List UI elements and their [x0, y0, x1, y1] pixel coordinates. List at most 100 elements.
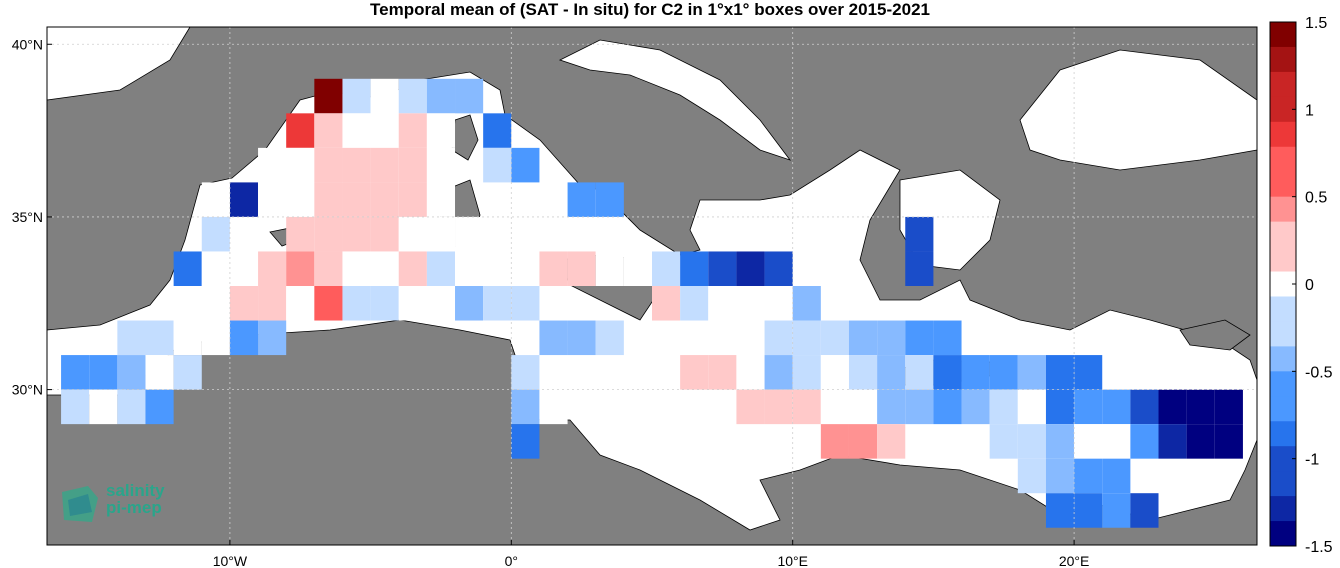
heatmap-cell: [933, 389, 962, 425]
cell-layer: [61, 78, 1243, 528]
heatmap-cell: [1074, 458, 1103, 494]
heatmap-cell: [145, 320, 174, 356]
heatmap-cell: [905, 389, 934, 425]
heatmap-cell: [229, 182, 259, 217]
heatmap-cell: [1017, 424, 1046, 459]
heatmap-cell: [229, 320, 259, 356]
colorbar-segment: [1270, 296, 1296, 322]
chart-title: Temporal mean of (SAT - In situ) for C2 …: [370, 0, 930, 19]
heatmap-cell: [398, 113, 427, 148]
heatmap-cell: [342, 251, 371, 286]
heatmap-cell: [89, 355, 118, 390]
heatmap-cell: [764, 389, 793, 425]
heatmap-cell: [173, 320, 202, 356]
heatmap-cell: [708, 251, 737, 286]
colorbar-tick-label: 0: [1305, 277, 1314, 294]
heatmap-cell: [877, 424, 906, 459]
heatmap-cell: [145, 355, 174, 390]
colorbar-segment: [1270, 196, 1296, 223]
heatmap-cell: [1045, 458, 1075, 494]
heatmap-cell: [1074, 493, 1103, 528]
heatmap-cell: [286, 216, 315, 252]
heatmap-cell: [511, 286, 540, 321]
heatmap-cell: [314, 147, 343, 183]
heatmap-cell: [539, 389, 568, 425]
heatmap-cell: [61, 389, 90, 425]
heatmap-cell: [286, 286, 315, 321]
heatmap-cell: [792, 286, 821, 321]
heatmap-cell: [511, 355, 540, 390]
colorbar-tick-label: -1: [1305, 452, 1319, 469]
heatmap-cell: [1214, 424, 1243, 459]
heatmap-cell: [342, 78, 371, 114]
colorbar-segment: [1270, 346, 1296, 372]
heatmap-cell: [117, 320, 146, 356]
heatmap-cell: [1130, 493, 1159, 528]
heatmap-cell: [201, 182, 230, 217]
heatmap-cell: [342, 182, 371, 217]
heatmap-cell: [961, 389, 990, 425]
heatmap-cell: [117, 355, 146, 390]
colorbar-segment: [1270, 121, 1296, 148]
heatmap-cell: [173, 251, 202, 286]
x-tick-label: 20°E: [1059, 553, 1090, 568]
heatmap-cell: [595, 320, 624, 356]
heatmap-cell: [342, 147, 371, 183]
heatmap-cell: [567, 320, 596, 356]
x-tick-label: 10°W: [213, 553, 248, 568]
heatmap-cell: [398, 286, 427, 321]
heatmap-cell: [1045, 424, 1075, 459]
colorbar-tick-label: 0.5: [1305, 190, 1327, 207]
heatmap-cell: [820, 320, 849, 356]
colorbar-segment: [1270, 171, 1296, 198]
heatmap-cell: [483, 147, 512, 183]
colorbar-segment: [1270, 146, 1296, 173]
salinity-pimep-logo: salinity pi-mep: [58, 482, 188, 526]
heatmap-cell: [258, 182, 287, 217]
colorbar-tick-label: -0.5: [1305, 364, 1333, 381]
heatmap-cell: [370, 78, 399, 114]
grid-lines: [47, 27, 1257, 545]
heatmap-cell: [595, 182, 624, 217]
heatmap-cell: [258, 286, 287, 321]
heatmap-cell: [1045, 493, 1075, 528]
heatmap-cell: [1017, 389, 1046, 425]
heatmap-cell: [398, 147, 427, 183]
heatmap-cell: [708, 286, 737, 321]
heatmap-cell: [370, 286, 399, 321]
heatmap-cell: [680, 286, 709, 321]
colorbar-segment: [1270, 496, 1296, 522]
heatmap-cell: [426, 147, 456, 183]
heatmap-cell: [792, 389, 821, 425]
heatmap-cell: [314, 182, 343, 217]
y-tick-label: 35°N: [12, 209, 43, 225]
heatmap-cell: [820, 389, 849, 425]
heatmap-cell: [201, 216, 230, 252]
heatmap-cell: [905, 251, 934, 286]
heatmap-cell: [483, 286, 512, 321]
heatmap-cell: [989, 355, 1018, 390]
heatmap-cell: [848, 320, 878, 356]
heatmap-cell: [1130, 389, 1159, 425]
heatmap-cell: [905, 216, 934, 252]
heatmap-cell: [1074, 424, 1103, 459]
heatmap-cell: [314, 251, 343, 286]
heatmap-cell: [426, 216, 456, 252]
x-tick-labels: 10°W 0° 10°E 20°E: [213, 540, 1090, 568]
heatmap-cell: [201, 320, 230, 356]
heatmap-cell: [1074, 355, 1103, 390]
heatmap-cell: [989, 389, 1018, 425]
heatmap-cell: [680, 251, 709, 286]
heatmap-cell: [117, 389, 146, 425]
colorbar-segment: [1270, 246, 1296, 273]
heatmap-cell: [455, 251, 484, 286]
heatmap-cell: [229, 216, 259, 252]
heatmap-cell: [426, 286, 456, 321]
heatmap-cell: [877, 389, 906, 425]
heatmap-cell: [229, 286, 259, 321]
heatmap-cell: [1074, 389, 1103, 425]
x-tick-label: 10°E: [777, 553, 808, 568]
heatmap-cell: [567, 251, 596, 286]
colorbar-segment: [1270, 471, 1296, 497]
heatmap-cell: [511, 389, 540, 425]
